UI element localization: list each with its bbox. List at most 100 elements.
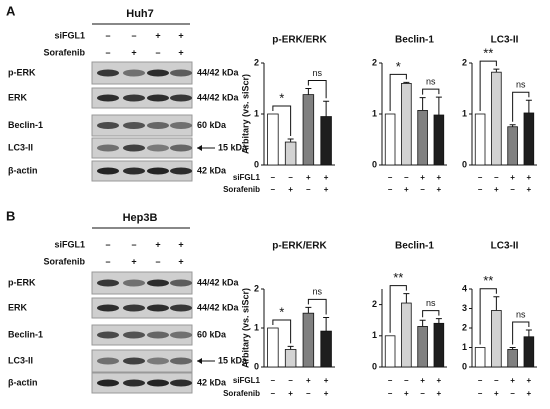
blot-label: Beclin-1 [8,329,43,339]
blot-label: β-actin [8,165,38,175]
y-tick-label: 2 [254,57,259,67]
blot-size: 44/42 kDa [197,277,240,287]
chart-title: p-ERK/ERK [272,241,327,252]
error-bar [403,293,410,304]
significance-label: * [279,90,284,105]
significance-bracket [422,310,440,318]
treatment-sign: + [324,376,329,385]
bar [320,116,332,166]
band [170,279,192,287]
blot-size: 44/42 kDa [197,67,240,77]
error-bar [525,329,532,337]
significance-label: * [396,59,401,74]
treatment-sign: – [271,376,276,385]
blot-label: ERK [8,302,28,312]
treatment-sign: + [437,173,442,182]
treatment-sign: – [105,30,110,40]
band [170,357,192,365]
bar [384,113,396,166]
treatment-sign: + [306,173,311,182]
error-bar [305,88,312,95]
treatment-label: Sorafenib [223,389,260,398]
band [147,144,169,152]
treatment-sign: – [478,376,483,385]
y-tick-label: 1 [372,330,377,340]
error-bar [493,296,500,311]
band [147,331,169,339]
y-tick-label: 2 [462,57,467,67]
treatment-sign: + [527,173,532,182]
bar [284,141,297,166]
y-tick-label: 0 [462,159,467,169]
treatment-sign: – [131,30,136,40]
treatment-sign: + [288,389,293,398]
bar [491,310,502,368]
blot-size: 60 kDa [197,329,227,339]
treatment-sign: + [324,389,329,398]
significance-label: ns [312,68,322,78]
error-bar [509,124,516,127]
band [123,69,145,77]
band [123,122,145,129]
treatment-sign: – [388,389,393,398]
chart-title: LC3-II [491,241,519,252]
band [97,94,119,102]
treatment-label: siFGL1 [54,30,85,40]
bar [401,302,412,368]
blot-label: Beclin-1 [8,120,43,130]
treatment-sign: + [437,389,442,398]
treatment-sign: + [527,389,532,398]
bar [433,114,445,166]
treatment-sign: + [306,376,311,385]
bar [474,347,486,368]
bar [433,322,445,368]
band [147,94,169,102]
chart-title: Beclin-1 [395,35,434,46]
y-tick-label: 0 [254,361,259,371]
treatment-sign: + [178,256,183,266]
band [170,69,192,77]
y-tick-label: 4 [462,283,467,293]
band [97,279,119,287]
bar [267,327,279,368]
blot-size: 42 kDa [197,377,227,387]
treatment-sign: – [306,389,311,398]
significance-bracket [307,298,327,315]
treatment-sign: – [306,185,311,194]
treatment-sign: + [155,239,160,249]
treatment-sign: + [437,185,442,194]
y-tick-label: 2 [372,299,377,309]
chart-title: LC3-II [491,35,519,46]
significance-label: ** [393,270,403,285]
treatment-sign: – [404,173,409,182]
treatment-sign: + [288,185,293,194]
y-tick-label: 0 [254,159,259,169]
bar [491,71,502,166]
treatment-sign: + [178,30,183,40]
significance-bracket [389,285,407,333]
treatment-sign: – [271,389,276,398]
band [97,357,119,365]
blot-size: 42 kDa [197,165,227,175]
treatment-sign: – [494,173,499,182]
error-bar [287,138,294,143]
blot-label: β-actin [8,377,38,387]
treatment-sign: – [478,389,483,398]
treatment-sign: + [437,376,442,385]
treatment-sign: + [131,47,136,57]
treatment-sign: – [105,239,110,249]
band [147,304,169,312]
band [170,304,192,312]
treatment-sign: – [155,47,160,57]
error-bar [435,318,442,324]
band [170,331,192,339]
treatment-sign: + [494,185,499,194]
treatment-sign: + [131,256,136,266]
treatment-label: Sorafenib [43,256,85,266]
significance-label: ** [483,46,493,61]
treatment-sign: + [404,389,409,398]
significance-bracket [389,73,407,111]
y-tick-label: 1 [462,342,467,352]
band [123,304,145,312]
